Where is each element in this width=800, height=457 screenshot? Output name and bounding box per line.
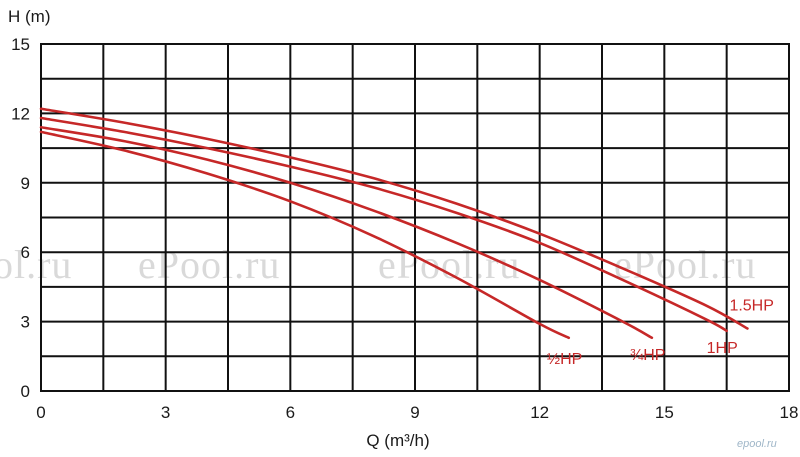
watermark-text: ePool.ru bbox=[138, 242, 280, 287]
x-tick-label: 0 bbox=[36, 403, 45, 422]
x-tick-label: 6 bbox=[286, 403, 295, 422]
series-label: ½HP bbox=[547, 351, 583, 368]
x-tick-label: 12 bbox=[530, 403, 549, 422]
series-line bbox=[39, 130, 571, 340]
brand-mark: epool.ru bbox=[737, 438, 777, 450]
series-line bbox=[39, 107, 749, 330]
x-tick-label: 15 bbox=[655, 403, 674, 422]
y-tick-label: 9 bbox=[21, 174, 30, 193]
series-label: 1HP bbox=[707, 340, 738, 357]
x-tick-label: 3 bbox=[161, 403, 170, 422]
watermark-text: ePool.ru bbox=[614, 242, 756, 287]
x-tick-label: 18 bbox=[780, 403, 799, 422]
series-label: ¾HP bbox=[630, 347, 666, 364]
watermark-text: ePool.ru bbox=[0, 242, 72, 287]
y-tick-label: 6 bbox=[21, 243, 30, 262]
series-lines: ½HP ¾HP 1HP 1.5HP bbox=[39, 107, 774, 368]
series-label: 1.5HP bbox=[729, 298, 773, 315]
y-axis-title: H (m) bbox=[8, 7, 50, 26]
y-tick-label: 15 bbox=[11, 35, 30, 54]
y-tick-label: 3 bbox=[21, 313, 30, 332]
y-tick-labels: 0 3 6 9 12 15 bbox=[11, 35, 30, 401]
y-tick-label: 0 bbox=[21, 382, 30, 401]
x-axis-title: Q (m³/h) bbox=[366, 431, 429, 450]
series-line bbox=[39, 116, 728, 333]
y-tick-label: 12 bbox=[11, 104, 30, 123]
chart-grid bbox=[40, 43, 790, 392]
x-tick-label: 9 bbox=[410, 403, 419, 422]
series-line bbox=[39, 125, 654, 340]
x-tick-labels: 0 3 6 9 12 15 18 bbox=[36, 403, 798, 422]
